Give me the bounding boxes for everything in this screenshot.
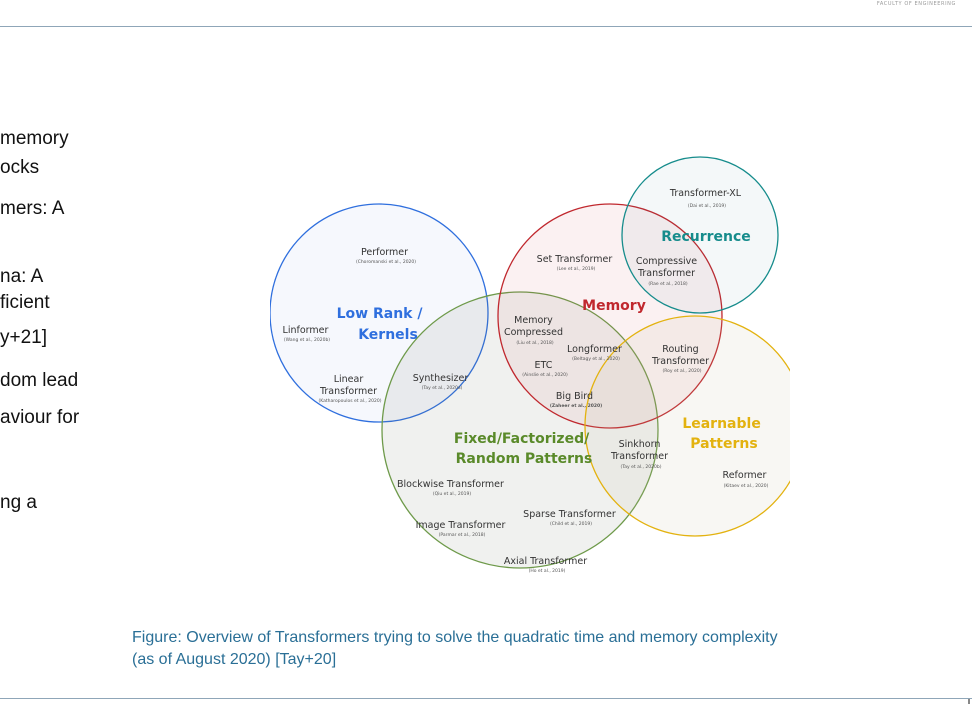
group-label-fixed-patterns: Fixed/Factorized/ Random Patterns (454, 431, 594, 467)
model-axial-transformer: Axial Transformer (Ho et al., 2019) (504, 556, 590, 574)
circle-low-rank (270, 203, 489, 423)
model-reformer: Reformer (Kitaev et al., 2020) (723, 470, 770, 489)
model-blockwise-transformer: Blockwise Transformer (Qiu et al., 2019) (397, 479, 507, 497)
group-label-low-rank: Low Rank / Kernels (337, 306, 428, 343)
model-linear-transformer: Linear Transformer (Katharopoulos et al.… (319, 374, 382, 404)
body-line: ficient (0, 292, 50, 313)
transformer-venn-diagram: Low Rank / Kernels Memory Recurrence Lea… (270, 156, 790, 574)
body-line: dom lead (0, 370, 79, 391)
model-transformer-xl: Transformer-XL (Dai et al., 2019) (669, 188, 744, 209)
body-line: aviour for (0, 407, 80, 428)
circle-fixed-patterns (381, 291, 659, 569)
model-longformer: Longformer (Beltagy et al., 2020) (567, 344, 625, 362)
model-labels: Performer (Choromanski et al., 2020) Lin… (283, 188, 770, 574)
group-label-memory: Memory (582, 298, 646, 314)
caption-line: Figure: Overview of Transformers trying … (132, 629, 778, 646)
body-line: mers: A (0, 198, 65, 219)
body-line: ng a (0, 492, 37, 513)
model-performer: Performer (Choromanski et al., 2020) (356, 247, 416, 265)
model-sparse-transformer: Sparse Transformer (Child et al., 2019) (523, 509, 619, 527)
footer-rule (0, 698, 972, 699)
header-rule (0, 26, 972, 27)
model-synthesizer: Synthesizer (Tay et al., 2020a) (413, 373, 472, 391)
model-routing-transformer: Routing Transformer (Roy et al., 2020) (651, 344, 712, 374)
figure-caption: Figure: Overview of Transformers trying … (132, 627, 962, 671)
corner-mark (968, 699, 970, 704)
model-linformer: Linformer (Wang et al., 2020b) (283, 325, 332, 343)
model-big-bird: Big Bird (Zaheer et al., 2020) (550, 391, 602, 409)
model-set-transformer: Set Transformer (Lee et al., 2019) (537, 254, 616, 272)
model-sinkhorn-transformer: Sinkhorn Transformer (Tay et al., 2020b) (610, 439, 671, 470)
model-compressive-transformer: Compressive Transformer (Rae et al., 201… (636, 256, 700, 287)
model-etc: ETC (Ainslie et al., 2020) (522, 360, 568, 378)
body-line: ocks (0, 157, 40, 178)
group-label-learnable: Learnable Patterns (682, 416, 765, 452)
institution-label: FACULTY OF ENGINEERING (876, 1, 956, 7)
circle-memory (497, 203, 723, 429)
model-image-transformer: Image Transformer (Parmar et al., 2018) (416, 520, 509, 538)
circle-learnable (584, 315, 790, 537)
caption-line: (as of August 2020) [Tay+20] (132, 651, 337, 668)
body-line: na: A (0, 266, 44, 287)
body-line: memory (0, 128, 69, 149)
body-line: y+21] (0, 327, 48, 348)
model-memory-compressed: Memory Compressed (Liu et al., 2018) (504, 315, 566, 346)
circle-recurrence (621, 156, 779, 314)
group-label-recurrence: Recurrence (661, 229, 751, 245)
